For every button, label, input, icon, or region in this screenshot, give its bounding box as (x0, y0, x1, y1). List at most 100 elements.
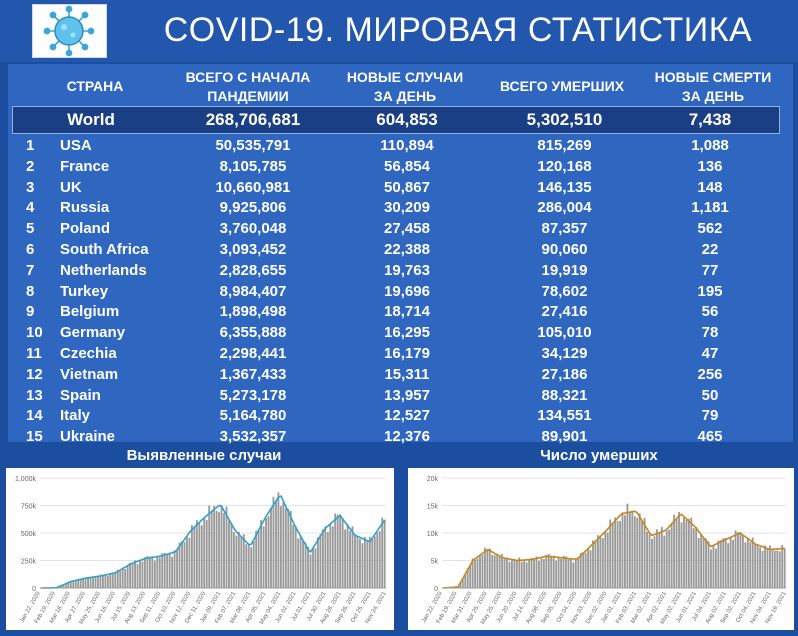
deaths-bar (574, 558, 577, 588)
cases-bar (141, 561, 144, 588)
deaths-bar (459, 582, 462, 588)
deaths-bar (530, 557, 533, 588)
deaths-bar (461, 578, 464, 588)
cases-bar (292, 524, 295, 588)
deaths-bar (744, 542, 747, 588)
cases-bar (223, 513, 225, 588)
deaths-bar (734, 530, 737, 588)
deaths-bar (646, 531, 648, 588)
cell-total: 5,164,780 (219, 407, 287, 425)
header-total-line1: ВСЕГО С НАЧАЛА (185, 69, 311, 85)
deaths-bar (756, 545, 759, 588)
cell-new: 50,867 (384, 178, 430, 196)
cases-bar (346, 524, 349, 588)
deaths-bar (628, 513, 631, 588)
cases-bar (171, 556, 174, 588)
cell-rank: 7 (26, 261, 35, 279)
deaths-bar (474, 560, 476, 588)
deaths-bar (724, 537, 727, 588)
cases-bar (198, 522, 201, 588)
cases-bar (265, 517, 267, 588)
cell-name: Ukraine (60, 428, 116, 446)
deaths-bar (749, 542, 752, 588)
cases-bar (116, 569, 119, 588)
deaths-bar (624, 515, 626, 588)
cell-new-deaths: 195 (697, 282, 723, 300)
cases-bar (240, 537, 243, 588)
cell-total: 5,273,178 (219, 386, 287, 404)
cases-bar (69, 580, 72, 588)
cell-new: 12,376 (384, 428, 430, 446)
cell-rank: 5 (26, 220, 35, 238)
cases-bar (287, 509, 290, 588)
deaths-bar (619, 521, 621, 588)
cases-bar (299, 535, 302, 588)
cases-bar (134, 560, 136, 588)
deaths-bar (547, 554, 550, 588)
deaths-bar (606, 532, 609, 588)
cases-bar (139, 560, 141, 588)
deaths-bar (471, 558, 474, 588)
cases-bar (200, 525, 203, 588)
cases-bar (366, 541, 369, 588)
header-deaths: ВСЕГО УМЕРШИХ (499, 78, 625, 94)
deaths-bar (498, 556, 501, 588)
cases-bar (144, 557, 146, 588)
cases-bar (153, 560, 156, 588)
cell-name: Belgium (60, 303, 120, 321)
deaths-bar (665, 530, 668, 588)
deaths-bar (771, 549, 774, 588)
deaths-bar (638, 513, 641, 588)
cell-deaths: 19,919 (541, 261, 588, 279)
table-row: 13 Spain 5,273,178 13,957 88,321 50 (12, 386, 780, 407)
cell-total: 3,532,357 (219, 428, 287, 446)
table-row: 3 UK 10,660,981 50,867 146,135 148 (12, 178, 780, 199)
deaths-bar (719, 540, 722, 588)
deaths-bar (488, 548, 491, 588)
cases-bar (376, 532, 379, 588)
deaths-bar (513, 559, 516, 588)
deaths-bar (515, 559, 518, 588)
header-total: ВСЕГО С НАЧАЛА ПАНДЕМИИ (172, 68, 324, 106)
cell-total: 1,898,498 (219, 303, 287, 321)
virus-logo (32, 4, 107, 58)
cell-total: 8,105,785 (219, 157, 287, 175)
deaths-bar (717, 540, 720, 588)
cases-bar (203, 518, 206, 588)
cases-bar (319, 534, 322, 588)
deaths-bar (636, 517, 639, 588)
deaths-bar (493, 555, 496, 588)
header-new-cases-line2: ЗА ДЕНЬ (373, 88, 437, 104)
deaths-bar (479, 556, 481, 588)
deaths-bar (626, 503, 629, 588)
cases-bar (213, 505, 216, 588)
deaths-bar (643, 518, 646, 588)
header-new-cases-line1: НОВЫЕ СЛУЧАИ (346, 69, 464, 85)
cases-bar (228, 520, 230, 588)
cases-bar (151, 556, 154, 588)
deaths-bar (550, 556, 553, 588)
cases-bar (232, 532, 235, 588)
deaths-bar (562, 555, 565, 588)
deaths-bar (655, 529, 658, 588)
cases-bar (284, 508, 287, 588)
deaths-bar (567, 559, 570, 588)
title-bar: COVID-19. МИРОВАЯ СТАТИСТИКА (0, 0, 798, 62)
header-total-line2: ПАНДЕМИИ (207, 88, 289, 104)
cases-bar (242, 534, 245, 588)
deaths-bar (597, 535, 599, 588)
deaths-bar (592, 540, 594, 588)
cell-new-deaths: 22 (701, 241, 719, 258)
deaths-bar (476, 558, 479, 588)
deaths-bar (518, 557, 521, 588)
cell-total: 10,660,981 (215, 178, 291, 196)
cell-total: 2,828,655 (219, 261, 287, 279)
cases-bar (312, 547, 314, 588)
cases-bar (334, 513, 337, 588)
deaths-bar (540, 557, 543, 588)
deaths-bar (523, 559, 526, 588)
cell-total: 2,298,441 (219, 345, 287, 362)
cases-bar (359, 539, 361, 588)
cases-ytick-label: 750k (21, 504, 37, 511)
table-row: 14 Italy 5,164,780 12,527 134,551 79 (12, 406, 780, 427)
